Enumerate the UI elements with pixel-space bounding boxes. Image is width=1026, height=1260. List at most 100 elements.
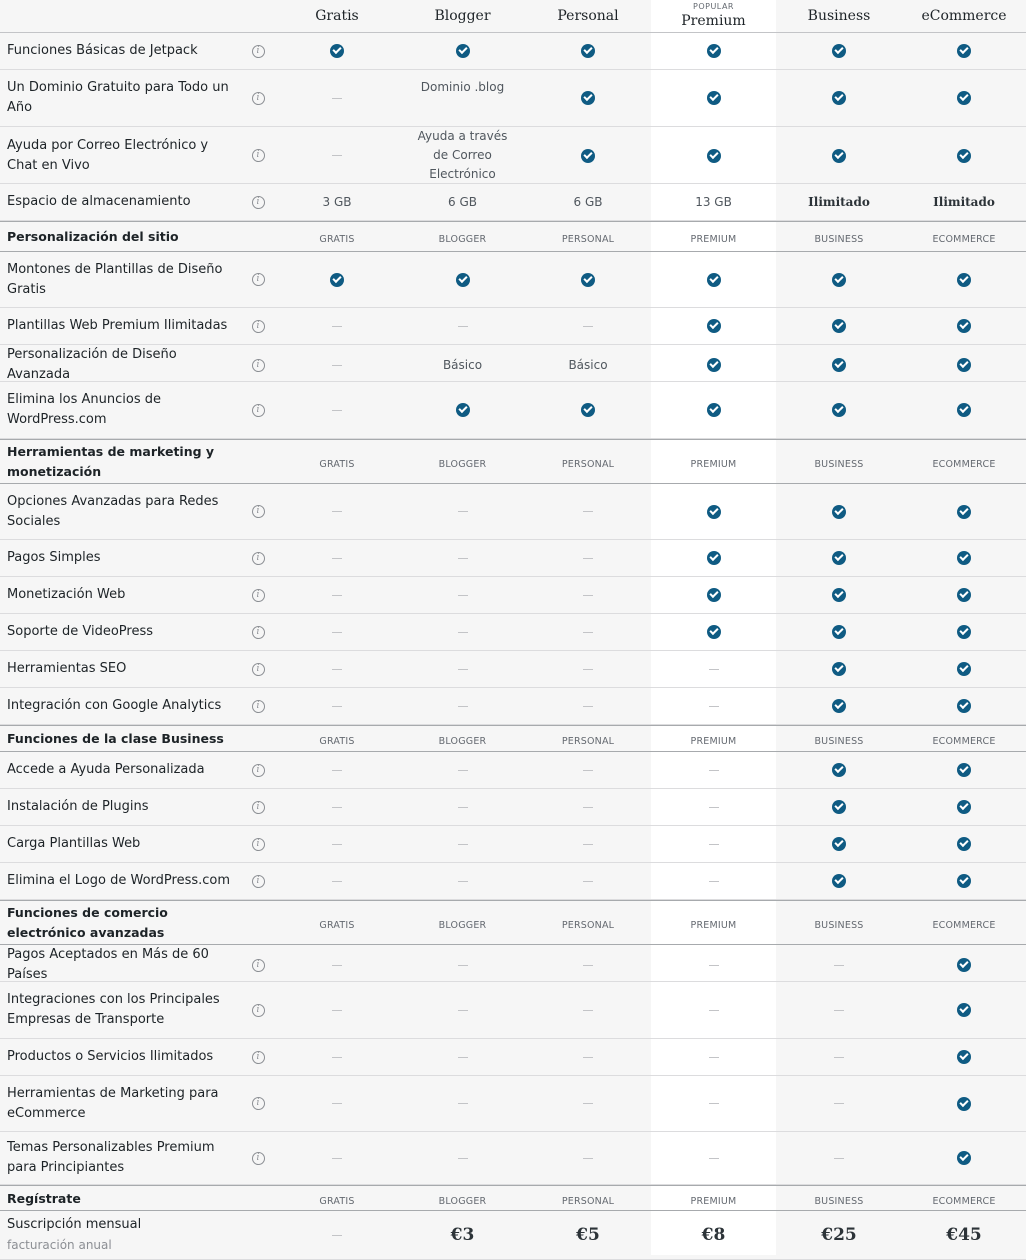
check-icon: [706, 588, 721, 602]
plan-cell: [274, 1039, 400, 1075]
info-icon[interactable]: i: [251, 1151, 265, 1165]
dash-icon: [457, 557, 468, 559]
section-title: Herramientas de marketing y monetización: [0, 440, 242, 483]
section-plan-label: PREMIUM: [690, 459, 737, 470]
table-row: Un Dominio Gratuito para Todo un Año i Dom…: [0, 70, 1026, 127]
plans-header-row: Gratis Blogger Personal POPULAR Premium B…: [0, 0, 1026, 33]
info-icon[interactable]: i: [251, 319, 265, 333]
info-cell: i: [242, 826, 274, 862]
check-icon: [957, 837, 971, 851]
plan-cell: [776, 308, 902, 344]
check-icon: [957, 272, 971, 287]
info-icon[interactable]: i: [251, 1050, 265, 1064]
check-icon: [581, 272, 595, 287]
feature-label-text: Carga Plantillas Web: [7, 836, 141, 851]
plan-cell: [400, 1039, 525, 1075]
plan-cell: [274, 577, 400, 613]
info-icon[interactable]: i: [251, 551, 265, 565]
check-icon: [957, 958, 971, 972]
price-label: Suscripción mensual: [7, 1217, 142, 1232]
check-icon: [957, 91, 971, 105]
check-icon: [581, 148, 595, 163]
plan-cell: GRATIS: [274, 222, 400, 251]
info-icon[interactable]: i: [251, 1003, 265, 1017]
info-icon[interactable]: i: [251, 149, 265, 162]
plan-cell: [902, 1076, 1026, 1131]
plan-cell: €25: [776, 1211, 902, 1259]
info-cell: [242, 726, 274, 751]
info-icon[interactable]: i: [251, 273, 265, 286]
info-icon[interactable]: i: [251, 588, 265, 602]
section-label-text: Funciones de la clase Business: [7, 730, 224, 746]
section-label-text: Personalización del sitio: [7, 228, 179, 244]
dash-icon: [583, 325, 593, 327]
table-row: Pagos Aceptados en Más de 60 Países i: [0, 945, 1026, 982]
check-icon: [957, 1151, 971, 1165]
info-icon[interactable]: i: [251, 874, 265, 888]
plan-cell: 6 GB: [525, 184, 651, 220]
info-icon[interactable]: i: [251, 662, 265, 676]
plan-header-ecommerce: eCommerce: [902, 0, 1026, 32]
cell-value: 13 GB: [695, 194, 732, 209]
dash-icon: [332, 843, 342, 845]
info-icon[interactable]: i: [251, 91, 265, 105]
info-icon[interactable]: i: [251, 763, 265, 777]
info-icon[interactable]: i: [251, 625, 265, 639]
info-icon[interactable]: i: [251, 837, 265, 851]
dash-icon: [583, 806, 593, 808]
section-plan-label: BLOGGER: [438, 234, 487, 245]
plan-cell: [525, 688, 651, 724]
plan-cell: [274, 614, 400, 650]
check-icon: [581, 403, 595, 417]
plan-cell: [400, 982, 525, 1038]
info-icon[interactable]: i: [251, 800, 265, 814]
feature-label-text: Opciones Avanzadas para Redes Sociales: [7, 493, 219, 529]
plan-cell: [525, 252, 651, 307]
feature-label: Personalización de Diseño Avanzada: [0, 345, 242, 385]
info-icon[interactable]: i: [251, 358, 265, 372]
section-header-row: Regístrate GRATIS BLOGGER PERSONAL PREMIUM BU…: [0, 1185, 1026, 1211]
cell-value: Ayuda a través de Correo Electrónico: [417, 129, 508, 181]
dash-icon: [583, 843, 593, 845]
plan-cell: [902, 540, 1026, 576]
info-icon[interactable]: i: [251, 195, 265, 209]
info-icon[interactable]: i: [251, 1097, 265, 1110]
section-plan-label: BUSINESS: [814, 1196, 864, 1207]
plan-cell: GRATIS: [274, 726, 400, 751]
check-icon: [832, 662, 846, 676]
check-icon: [706, 403, 721, 417]
price-value: €3: [450, 1224, 475, 1245]
dash-icon: [457, 1009, 468, 1011]
plan-cell: [776, 127, 902, 184]
info-cell: i: [242, 1039, 274, 1075]
info-icon[interactable]: i: [251, 958, 265, 972]
table-row: Personalización de Diseño Avanzada i Básic…: [0, 345, 1026, 382]
info-icon[interactable]: i: [251, 505, 265, 518]
plan-cell: PERSONAL: [525, 726, 651, 751]
plan-cell: [902, 252, 1026, 307]
dash-icon: [332, 769, 342, 771]
check-icon: [706, 504, 721, 519]
check-icon: [957, 358, 971, 372]
info-icon[interactable]: i: [251, 699, 265, 713]
plan-cell: [400, 484, 525, 539]
feature-label-text: Monetización Web: [7, 587, 126, 602]
plan-cell: [525, 540, 651, 576]
feature-label-text: Productos o Servicios Ilimitados: [7, 1049, 214, 1064]
info-icon[interactable]: i: [251, 44, 265, 58]
section-plan-label: GRATIS: [319, 459, 355, 470]
table-row: Carga Plantillas Web i: [0, 826, 1026, 863]
check-icon: [957, 874, 971, 888]
plan-cell: [525, 1039, 651, 1075]
plan-cell: [274, 540, 400, 576]
section-title: Funciones de la clase Business: [0, 726, 242, 751]
dash-icon: [332, 155, 342, 156]
plan-cell: [274, 345, 400, 385]
plan-cell: [651, 577, 776, 613]
popular-badge: POPULAR: [693, 1, 734, 11]
feature-label: Montones de Plantillas de Diseño Gratis: [0, 252, 242, 307]
info-icon[interactable]: i: [251, 403, 265, 417]
info-cell: i: [242, 1132, 274, 1184]
plan-cell: ECOMMERCE: [902, 222, 1026, 251]
plan-cell: [525, 614, 651, 650]
